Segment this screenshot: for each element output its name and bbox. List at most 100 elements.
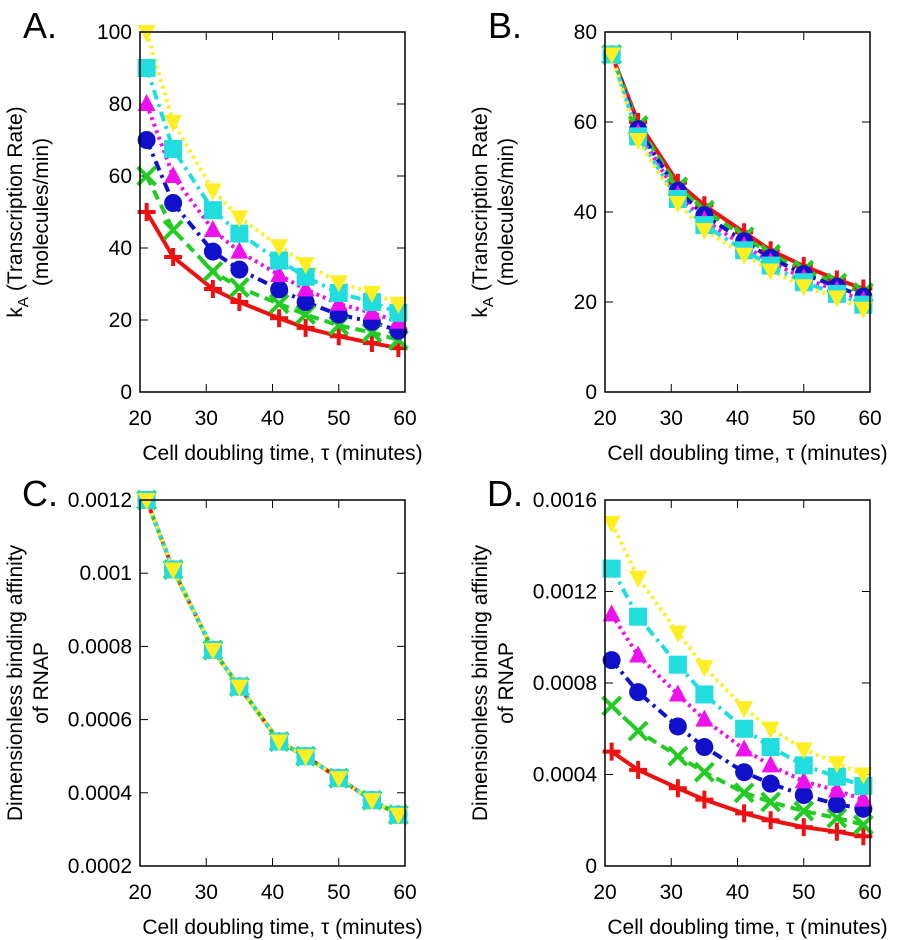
marker <box>164 248 183 266</box>
marker <box>794 279 813 297</box>
y-tick-label: 40 <box>109 237 132 260</box>
x-tick-label: 50 <box>792 407 815 430</box>
marker <box>296 267 315 286</box>
panel: D. 0 0.0004 0.0008 0.0012 0.0016 20 30 40 50 60 Cel… <box>469 473 888 939</box>
y-tick-label: 0.0008 <box>68 635 132 658</box>
series-line <box>144 67 400 315</box>
x-axis-label: Cell doubling time, τ (minutes) <box>607 916 887 939</box>
panel-label: B. <box>488 5 522 46</box>
marker <box>203 280 222 299</box>
marker <box>164 562 183 580</box>
marker <box>329 275 348 293</box>
marker <box>827 767 846 786</box>
marker <box>203 643 222 661</box>
x-tick-label: 30 <box>660 881 683 904</box>
marker <box>854 776 873 795</box>
x-tick-label: 40 <box>726 881 749 904</box>
x-tick-label: 40 <box>261 881 284 904</box>
y-tick-label: 20 <box>574 291 597 314</box>
series-line <box>609 53 865 299</box>
marker <box>230 679 249 697</box>
marker <box>793 800 815 822</box>
marker <box>695 709 714 727</box>
panel-label: A. <box>23 5 57 46</box>
marker <box>794 771 813 789</box>
marker <box>827 822 846 841</box>
series-line <box>609 53 865 311</box>
marker <box>137 59 156 77</box>
x-tick-label: 20 <box>593 407 616 430</box>
y-label-text: (Transcription Rate) <box>469 106 492 291</box>
series-line <box>610 704 864 827</box>
marker <box>137 25 156 42</box>
x-tick-label: 20 <box>128 407 151 430</box>
marker <box>760 791 782 813</box>
y-label-text: Dimensionless binding affinity <box>469 544 492 821</box>
marker <box>296 279 315 297</box>
marker <box>162 219 184 241</box>
y-tick-label: 0.0006 <box>68 709 132 732</box>
x-tick-label: 20 <box>593 881 616 904</box>
marker <box>854 767 873 785</box>
marker <box>270 251 289 270</box>
marker <box>668 196 687 213</box>
marker <box>389 807 408 825</box>
x-tick-label: 40 <box>261 407 284 430</box>
y-tick-label: 0.001 <box>79 562 132 585</box>
x-tick-label: 60 <box>393 881 416 904</box>
y-tick-label: 60 <box>109 165 132 188</box>
plot-frame <box>139 31 406 393</box>
marker <box>735 701 754 719</box>
y-tick-label: 40 <box>574 201 597 224</box>
x-tick-label: 40 <box>726 407 749 430</box>
marker <box>268 293 290 315</box>
y-tick-label: 0.0012 <box>533 581 597 604</box>
marker <box>733 782 755 804</box>
marker <box>602 47 621 65</box>
marker <box>629 645 648 663</box>
x-tick-label: 60 <box>393 407 416 430</box>
marker <box>735 739 754 757</box>
marker <box>137 94 156 111</box>
y-axis-label: Dimensionless binding affinity <box>4 544 27 821</box>
marker <box>362 286 381 303</box>
marker <box>362 793 381 811</box>
y-axis-label: (molecules/min) <box>495 138 518 286</box>
marker <box>270 309 289 328</box>
plot-frame <box>604 499 871 867</box>
marker <box>296 293 315 311</box>
marker <box>203 242 222 261</box>
marker <box>629 760 648 779</box>
marker <box>794 756 813 775</box>
y-axis-label: kA (Transcription Rate) <box>469 106 497 317</box>
series-line <box>144 499 400 817</box>
marker <box>602 604 621 622</box>
plot-frame <box>604 31 871 393</box>
panel: B. 0 20 40 60 80 20 30 40 50 60 Cell doubling time,… <box>469 5 888 465</box>
marker <box>827 780 846 798</box>
y-axis-label: kA (Transcription Rate) <box>4 106 32 317</box>
marker <box>667 745 689 767</box>
marker <box>761 811 780 830</box>
marker <box>389 296 408 314</box>
marker <box>827 756 846 774</box>
marker <box>735 804 754 823</box>
x-axis-label: Cell doubling time, τ (minutes) <box>607 442 887 465</box>
marker <box>164 194 183 212</box>
marker <box>735 719 754 738</box>
marker <box>854 789 873 807</box>
marker <box>329 284 348 302</box>
marker <box>137 131 156 149</box>
marker <box>329 771 348 789</box>
marker <box>695 659 714 677</box>
y-label-symbol: k <box>4 307 27 318</box>
marker <box>735 247 754 265</box>
plot-frame <box>139 499 406 867</box>
marker <box>203 183 222 201</box>
x-axis-label: Cell doubling time, τ (minutes) <box>142 916 422 939</box>
x-tick-label: 30 <box>195 407 218 430</box>
marker <box>602 515 621 533</box>
marker <box>202 260 224 282</box>
y-tick-label: 0 <box>585 381 597 404</box>
